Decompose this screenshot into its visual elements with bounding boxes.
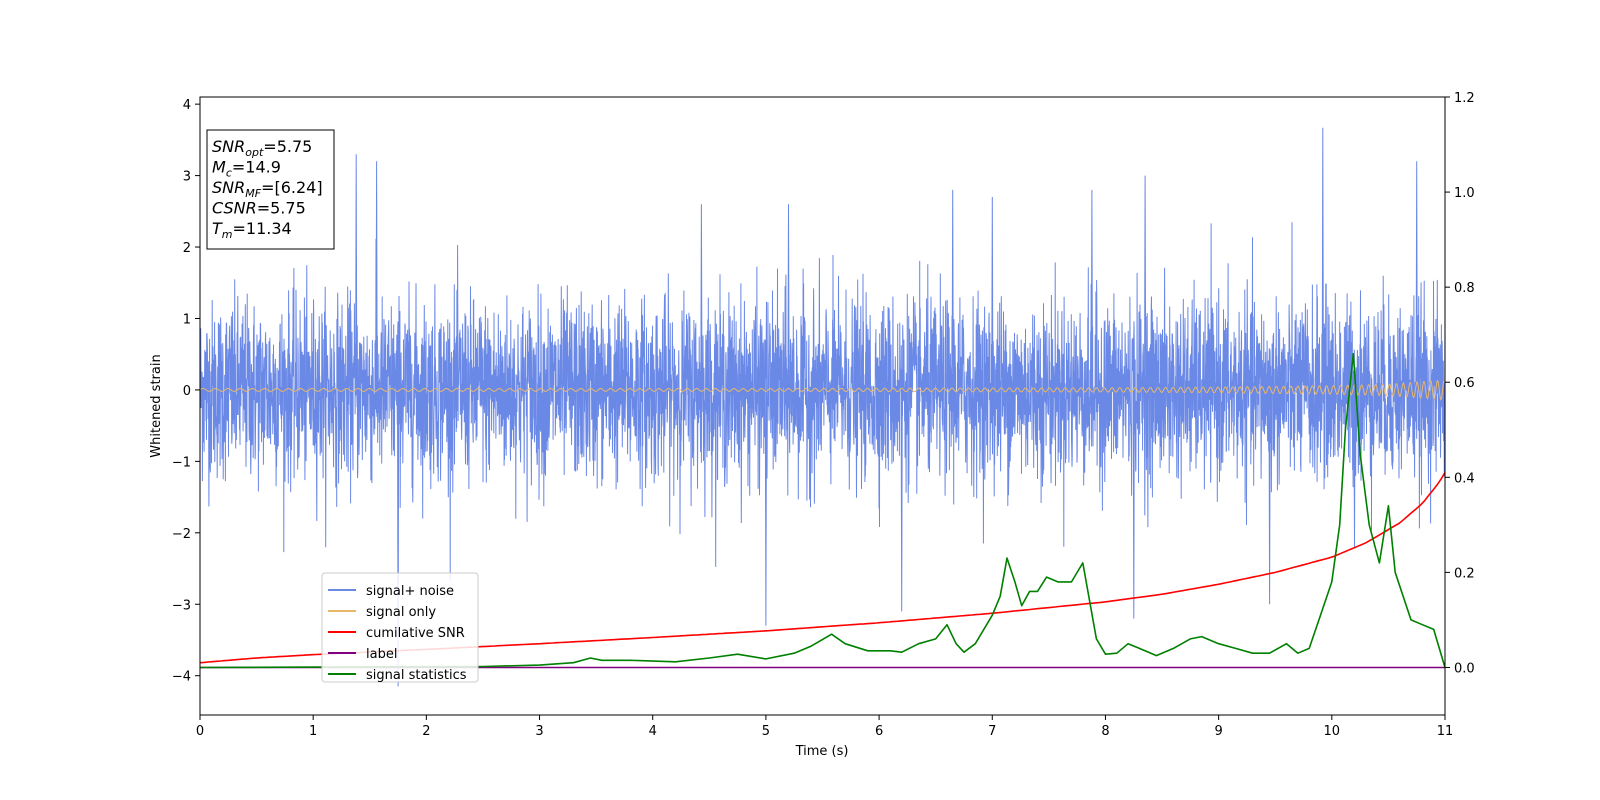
x-tick-label: 5 [762,724,770,739]
legend-label: signal only [366,605,436,620]
info-box-line: CSNR=5.75 [212,199,306,218]
x-tick-label: 7 [988,724,996,739]
y-axis-ticks: 4 3 2 1 0 −1 −2 −3 −4 [172,98,200,685]
x-tick-label: 0 [196,724,204,739]
y2-axis-ticks: 1.2 1.0 0.8 0.6 0.4 0.2 0.0 [1445,91,1475,676]
x-tick-label: 1 [309,724,317,739]
y-tick-label: −3 [172,598,191,613]
y-tick-label: −2 [172,527,191,542]
y-tick-label: 0 [183,384,191,399]
series-signal-statistics [200,352,1445,669]
legend-label: signal+ noise [366,584,454,599]
info-box: SNRopt=5.75Mc=14.9SNRMF=[6.24]CSNR=5.75T… [206,129,335,250]
y2-tick-label: 1.2 [1454,91,1475,106]
legend: signal+ noise signal only cumilative SNR la… [321,572,479,683]
y-tick-label: 3 [183,170,191,185]
y-tick-label: 2 [183,241,191,256]
y-tick-label: 4 [183,98,191,113]
legend-label: label [366,647,397,662]
y-axis-label: Whitened strain [149,354,164,457]
x-tick-label: 9 [1214,724,1222,739]
x-axis-label: Time (s) [795,744,849,759]
x-tick-label: 4 [649,724,657,739]
legend-label: signal statistics [366,668,467,683]
y2-tick-label: 0.0 [1454,661,1475,676]
info-box-line: Mc=14.9 [212,158,281,180]
x-axis-ticks: 0 1 2 3 4 5 6 7 8 9 10 11 [196,715,1453,739]
info-box-frame [206,129,335,250]
y2-tick-label: 0.8 [1454,281,1475,296]
y2-tick-label: 0.4 [1454,471,1475,486]
info-box-line: SNRopt=5.75 [212,137,312,159]
x-tick-label: 10 [1324,724,1341,739]
info-box-line: SNRMF=[6.24] [212,178,323,200]
series-signal-noise [200,127,1445,687]
legend-frame [321,572,479,683]
y-tick-label: −4 [172,670,191,685]
info-box-line: Tm=11.34 [212,219,292,241]
y-tick-label: −1 [172,455,191,470]
y2-tick-label: 1.0 [1454,186,1475,201]
x-tick-label: 6 [875,724,883,739]
y2-tick-label: 0.2 [1454,566,1475,581]
x-tick-label: 8 [1101,724,1109,739]
x-tick-label: 2 [422,724,430,739]
y-tick-label: 1 [183,312,191,327]
plot-frame [199,96,1446,716]
y2-tick-label: 0.6 [1454,376,1475,391]
legend-label: cumilative SNR [366,626,465,641]
x-tick-label: 3 [535,724,543,739]
x-tick-label: 11 [1437,724,1454,739]
series-signal-only [200,379,1445,401]
